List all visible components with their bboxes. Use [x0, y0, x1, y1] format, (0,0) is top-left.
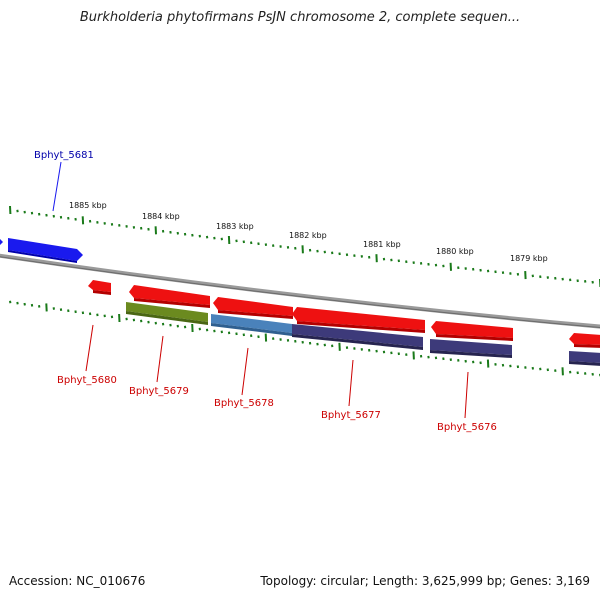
cds-bphyt-5679[interactable] — [126, 302, 208, 325]
callout-line-bphyt-5677 — [348, 359, 354, 407]
cds-bphyt-5676[interactable] — [430, 339, 512, 358]
callout-line-bphyt-5679 — [156, 335, 164, 383]
scale-label-1883: 1883 kbp — [216, 222, 254, 231]
topology-summary-text: Topology: circular; Length: 3,625,999 bp… — [260, 574, 590, 588]
inner-scale-ticks — [9, 300, 600, 377]
callout-line-bphyt-5678 — [241, 347, 249, 396]
cds-bphyt-5678[interactable] — [211, 314, 292, 336]
gene-label-bphyt-5678[interactable]: Bphyt_5678 — [214, 398, 274, 409]
scale-label-1882: 1882 kbp — [289, 231, 327, 240]
scale-label-1880: 1880 kbp — [436, 247, 474, 256]
gene-bphyt-5679[interactable] — [129, 285, 210, 308]
gene-label-bphyt-5680[interactable]: Bphyt_5680 — [57, 375, 117, 386]
gene-partial-left[interactable] — [0, 237, 3, 247]
gene-bphyt-5680[interactable] — [88, 280, 111, 295]
gene-partial-right[interactable] — [569, 333, 600, 348]
cds-bphyt-5677[interactable] — [292, 324, 423, 350]
gene-bphyt-5676[interactable] — [431, 321, 513, 341]
scale-label-1879: 1879 kbp — [510, 254, 548, 263]
gene-bphyt-5678[interactable] — [213, 297, 293, 319]
callout-line-bphyt-5676 — [464, 371, 469, 419]
callout-line-bphyt-5681 — [52, 161, 62, 212]
map-title: Burkholderia phytofirmans PsJN chromosom… — [79, 10, 521, 25]
outer-scale-ticks — [9, 205, 600, 288]
scale-label-1881: 1881 kbp — [363, 240, 401, 249]
gene-bphyt-5677[interactable] — [292, 307, 425, 333]
chromosome-backbone — [0, 253, 600, 329]
scale-label-1885: 1885 kbp — [69, 201, 107, 210]
gene-label-bphyt-5681[interactable]: Bphyt_5681 — [34, 150, 94, 161]
gene-label-bphyt-5677[interactable]: Bphyt_5677 — [321, 410, 381, 421]
scale-label-1884: 1884 kbp — [142, 212, 180, 221]
gene-label-bphyt-5676[interactable]: Bphyt_5676 — [437, 422, 497, 433]
gene-label-bphyt-5679[interactable]: Bphyt_5679 — [129, 386, 189, 397]
gene-bphyt-5681[interactable] — [8, 238, 83, 263]
callout-line-bphyt-5680 — [85, 324, 94, 372]
cds-partial-right[interactable] — [569, 351, 600, 366]
accession-text: Accession: NC_010676 — [9, 574, 146, 588]
